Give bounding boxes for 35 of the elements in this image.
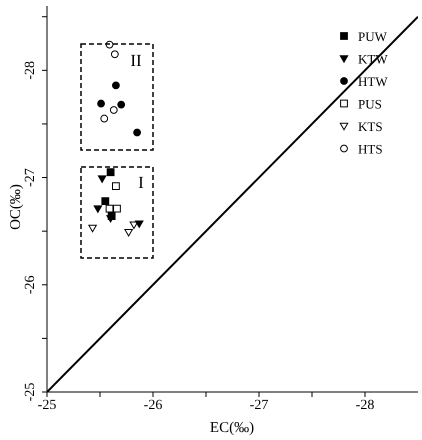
legend-label: KTS: [358, 119, 383, 134]
point: [88, 224, 97, 232]
legend-label: PUW: [358, 29, 388, 44]
x-axis-title: EC(‰): [210, 420, 254, 436]
point: [100, 114, 108, 122]
legend-label: HTS: [358, 142, 383, 156]
point: [98, 175, 106, 183]
y-tick-label: -26: [23, 275, 38, 294]
y-tick-label: -28: [23, 60, 38, 80]
y-axis-title: OC(‰): [8, 184, 24, 230]
y-tick-label: -25: [23, 382, 38, 402]
point: [110, 106, 118, 114]
point: [117, 100, 126, 109]
legend-label: PUS: [358, 96, 382, 112]
point: [113, 204, 121, 213]
x-tick-label: -27: [250, 398, 268, 413]
x-tick-label: -26: [144, 398, 162, 413]
point: [112, 81, 120, 90]
point: [94, 205, 102, 213]
point: [134, 220, 144, 228]
point: [108, 212, 116, 220]
point: [106, 168, 114, 176]
x-tick-label: -25: [38, 398, 56, 413]
x-tick-label: -28: [356, 398, 374, 413]
point: [110, 50, 119, 58]
point: [112, 182, 120, 190]
point: [101, 197, 110, 206]
point: [106, 204, 114, 213]
legend-label: HTW: [358, 74, 388, 89]
y-tick-label: -27: [23, 168, 38, 187]
point: [124, 229, 133, 236]
point: [97, 100, 105, 108]
annotation: II: [130, 51, 142, 70]
annotation: I: [138, 173, 144, 192]
point: [133, 128, 141, 136]
